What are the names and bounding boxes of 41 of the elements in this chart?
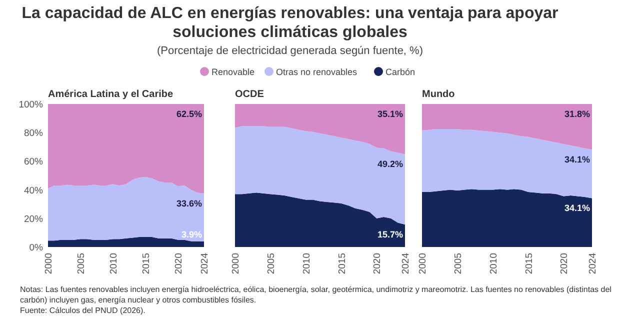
data-label: 62.5% — [176, 109, 202, 119]
x-tick-label: 2024 — [588, 253, 598, 274]
data-label: 31.8% — [564, 109, 590, 119]
chart-title: América Latina y el Caribe — [48, 89, 174, 100]
text: La capacidad de ALC en energías renovables: una ventaja para apoyar soluciones climáticas globales — [22, 5, 558, 41]
legend-label: Carbón — [386, 67, 416, 77]
x-tick-label: 2000 — [230, 253, 242, 274]
chart-title: Mundo — [422, 89, 455, 100]
y-tick-label: 60% — [24, 156, 44, 168]
x-tick-label: 2020 — [174, 253, 184, 274]
x-tick-label: 2020 — [372, 253, 384, 274]
x-tick-label: 2015 — [336, 253, 348, 274]
data-label: 34.1% — [564, 154, 590, 164]
y-tick-label: 80% — [24, 128, 44, 140]
data-label: 34.1% — [564, 203, 590, 214]
x-tick-label: 2005 — [266, 253, 277, 274]
text: Notas: Las fuentes renovables incluyen energía hidroeléctrica, eólica, bioenergía, solar, geotérmica, undimotriz y mareomotriz. Las fuentes no renovables (distintas del carbón) incluyen gas, energía nuclear y otros combustibles fósiles. — [20, 285, 612, 304]
data-label: 35.1% — [377, 109, 403, 119]
x-tick-label: 2015 — [524, 253, 535, 274]
x-tick-label: 2024 — [400, 253, 412, 274]
x-tick-label: 2015 — [141, 253, 152, 274]
x-tick-label: 2010 — [301, 253, 312, 274]
y-tick-label: 20% — [24, 214, 44, 225]
x-tick-label: 2000 — [44, 253, 54, 274]
x-tick-label: 2010 — [108, 253, 120, 274]
legend-label: Renovable — [212, 67, 255, 77]
y-tick-label: 40% — [24, 185, 44, 196]
x-tick-label: 2020 — [559, 253, 570, 274]
y-tick-label: 0% — [29, 242, 44, 254]
text: (Porcentaje de electricidad generada según fuente, %) — [156, 45, 424, 57]
x-tick-label: 2010 — [488, 253, 500, 274]
source-note: Fuente: Cálculos del PNUD (2026). — [20, 306, 146, 315]
y-tick-label: 100% — [18, 100, 44, 110]
x-tick-label: 2024 — [200, 253, 210, 274]
x-tick-label: 2000 — [418, 253, 428, 274]
data-label: 15.7% — [377, 230, 403, 240]
x-tick-label: 2005 — [76, 253, 87, 274]
legend-label: Otras no renovables — [276, 67, 358, 77]
chart-title: OCDE — [235, 89, 264, 100]
data-label: 49.2% — [377, 159, 403, 170]
x-tick-label: 2005 — [452, 253, 464, 274]
